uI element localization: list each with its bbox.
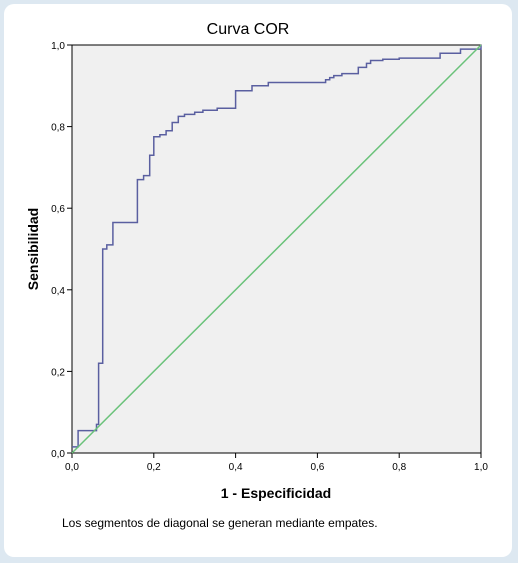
y-axis-label: Sensibilidad bbox=[25, 208, 41, 290]
chart-title: Curva COR bbox=[207, 21, 290, 38]
x-tick-label: 1,0 bbox=[474, 462, 488, 473]
y-tick-label: 0,6 bbox=[51, 204, 65, 215]
series-layer bbox=[71, 44, 482, 454]
y-tick-label: 0,2 bbox=[51, 367, 65, 378]
y-tick-label: 0,4 bbox=[51, 286, 65, 297]
axis-ticks: 0,0 0,2 0,4 0,6 0,8 1,0 0,0 0,2 0,4 0,6 0,8 1,0 bbox=[51, 41, 488, 473]
x-axis-label: 1 - Especificidad bbox=[221, 485, 331, 501]
y-tick-label: 0,0 bbox=[51, 449, 65, 460]
diagonal-reference-line bbox=[71, 44, 482, 454]
x-tick-label: 0,8 bbox=[392, 462, 406, 473]
y-tick-label: 0,8 bbox=[51, 123, 65, 134]
footnote: Los segmentos de diagonal se generan med… bbox=[62, 516, 378, 530]
x-tick-label: 0,4 bbox=[229, 462, 243, 473]
y-tick-label: 1,0 bbox=[51, 41, 65, 52]
x-tick-label: 0,0 bbox=[65, 462, 79, 473]
x-tick-label: 0,6 bbox=[310, 462, 324, 473]
roc-curve-line bbox=[72, 45, 482, 448]
x-tick-label: 0,2 bbox=[147, 462, 161, 473]
